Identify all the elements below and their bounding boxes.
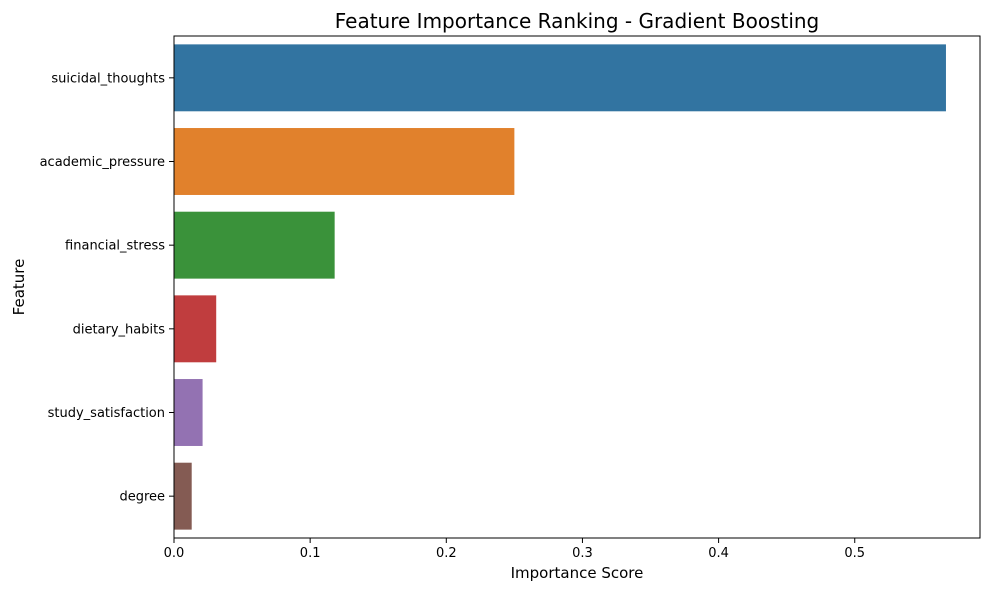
plot-frame	[173, 35, 981, 539]
x-axis: 0.0 0.1 0.2 0.3 0.4 0.5	[164, 538, 865, 561]
x-tick-label: 0.1	[300, 546, 321, 561]
x-tick-label: 0.0	[164, 546, 185, 561]
x-axis-label: Importance Score	[511, 564, 644, 582]
chart-title: Feature Importance Ranking - Gradient Bo…	[335, 9, 820, 33]
y-axis: suicidal_thoughts academic_pressurefinanc…	[40, 71, 174, 505]
bar-financial-stress	[174, 211, 335, 279]
bar-suicidal-thoughts	[174, 44, 946, 112]
y-tick-label: financial_stress	[65, 239, 165, 254]
x-tick-label: 0.5	[844, 546, 865, 561]
bars-group	[174, 44, 946, 530]
x-tick-label: 0.2	[436, 546, 457, 561]
y-tick-label: degree	[119, 490, 165, 505]
bar-academic-pressure	[174, 128, 515, 195]
y-tick-label: dietary_habits	[73, 322, 166, 337]
y-axis-label: Feature	[10, 259, 28, 316]
x-tick-label: 0.3	[572, 546, 593, 561]
x-tick-label: 0.4	[708, 546, 729, 561]
y-tick-label: suicidal_thoughts	[51, 71, 165, 86]
bar-dietary-habits	[174, 295, 217, 363]
bar-degree	[174, 462, 192, 530]
bar-study-satisfaction	[174, 379, 203, 446]
y-tick-label: study_satisfaction	[48, 406, 165, 421]
y-tick-label: academic_pressure	[40, 155, 165, 170]
